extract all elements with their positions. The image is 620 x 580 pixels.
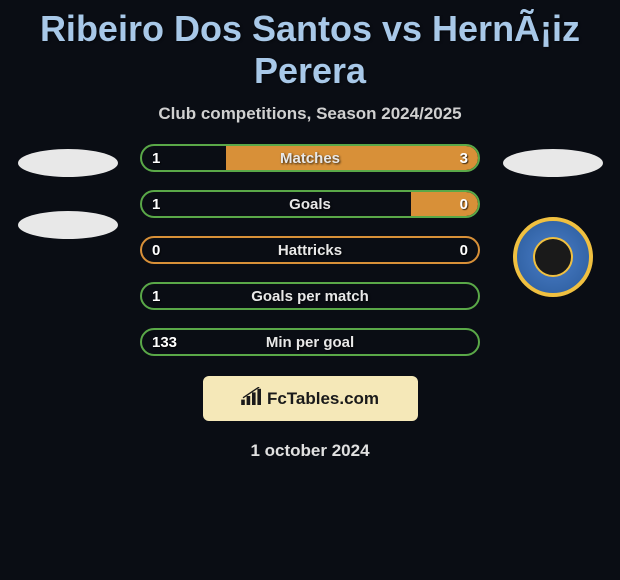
stat-left-value: 1 (152, 150, 160, 167)
stat-bar: 133 Min per goal (140, 328, 480, 356)
stat-bar: 1 Goals 0 (140, 190, 480, 218)
page-subtitle: Club competitions, Season 2024/2025 (10, 96, 610, 144)
stat-label: Min per goal (266, 334, 354, 351)
stats-area: 1 Matches 3 1 Goals 0 0 Hattricks 0 1 Goals per ma… (10, 144, 610, 356)
stat-bar-fill (226, 146, 478, 170)
stat-label: Matches (280, 150, 340, 167)
chart-icon (241, 387, 263, 410)
badge-inner-icon (533, 237, 573, 277)
branding-text: FcTables.com (267, 389, 379, 409)
team-right-badge (513, 217, 593, 297)
stat-label: Goals (289, 196, 331, 213)
left-player-col (15, 144, 120, 239)
stat-bar: 1 Matches 3 (140, 144, 480, 172)
stat-left-value: 1 (152, 288, 160, 305)
stat-right-value: 3 (460, 150, 468, 167)
stat-left-value: 1 (152, 196, 160, 213)
stat-left-value: 133 (152, 334, 177, 351)
footer-date: 1 october 2024 (10, 431, 610, 471)
player-right-placeholder (503, 149, 603, 177)
stat-bar: 0 Hattricks 0 (140, 236, 480, 264)
stat-bar: 1 Goals per match (140, 282, 480, 310)
right-player-col (500, 144, 605, 297)
stat-label: Hattricks (278, 242, 342, 259)
team-left-placeholder (18, 211, 118, 239)
branding-box: FcTables.com (203, 376, 418, 421)
page-title: Ribeiro Dos Santos vs HernÃ¡iz Perera (10, 0, 610, 96)
stat-right-value: 0 (460, 196, 468, 213)
player-left-placeholder (18, 149, 118, 177)
stat-label: Goals per match (251, 288, 369, 305)
stat-right-value: 0 (460, 242, 468, 259)
stat-bars: 1 Matches 3 1 Goals 0 0 Hattricks 0 1 Goals per ma… (140, 144, 480, 356)
stat-left-value: 0 (152, 242, 160, 259)
